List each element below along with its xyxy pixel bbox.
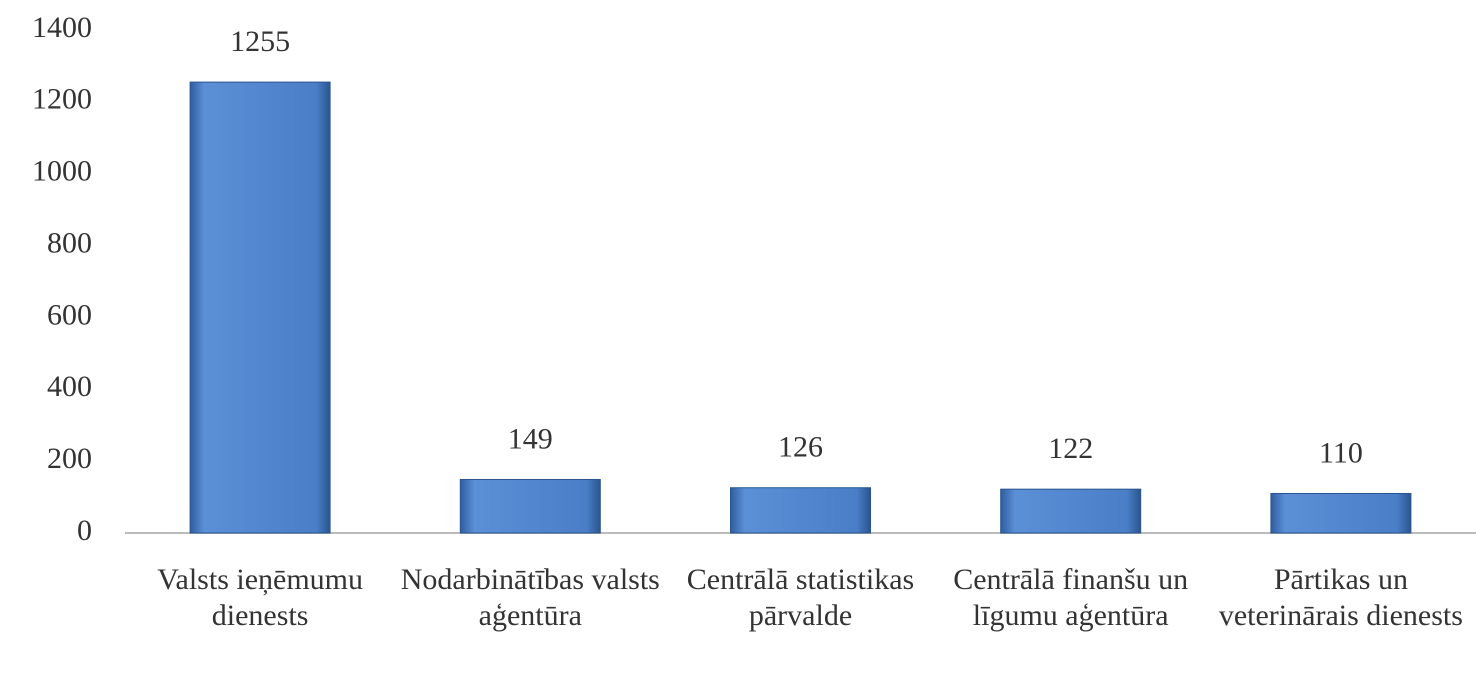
y-tick-label: 800 [47, 226, 92, 259]
bar [1270, 492, 1412, 534]
y-tick-label: 1000 [32, 155, 92, 188]
data-label: 126 [778, 431, 823, 464]
bar [459, 478, 601, 534]
y-tick-label: 400 [47, 370, 92, 403]
data-label: 110 [1319, 436, 1363, 469]
y-tick-label: 1400 [32, 11, 92, 44]
bar [189, 81, 331, 534]
y-tick-label: 1200 [32, 83, 92, 116]
data-label: 149 [508, 422, 553, 455]
y-tick-label: 200 [47, 442, 92, 475]
y-tick-label: 0 [77, 514, 92, 547]
y-tick-label: 600 [47, 298, 92, 331]
x-tick-label: Centrālā finanšu un līgumu aģentūra [953, 563, 1189, 632]
x-tick-label: Valsts ieņēmumu dienests [157, 563, 363, 632]
bar [1000, 488, 1142, 534]
data-label: 1255 [230, 25, 290, 58]
x-tick-label: Nodarbinātības valsts aģentūra [400, 563, 660, 632]
data-label: 122 [1048, 432, 1093, 465]
x-tick-label: Centrālā statistikas pārvalde [686, 563, 915, 632]
x-tick-label: Pārtikas un veterinārais dienests [1218, 563, 1463, 632]
bar [730, 487, 871, 534]
